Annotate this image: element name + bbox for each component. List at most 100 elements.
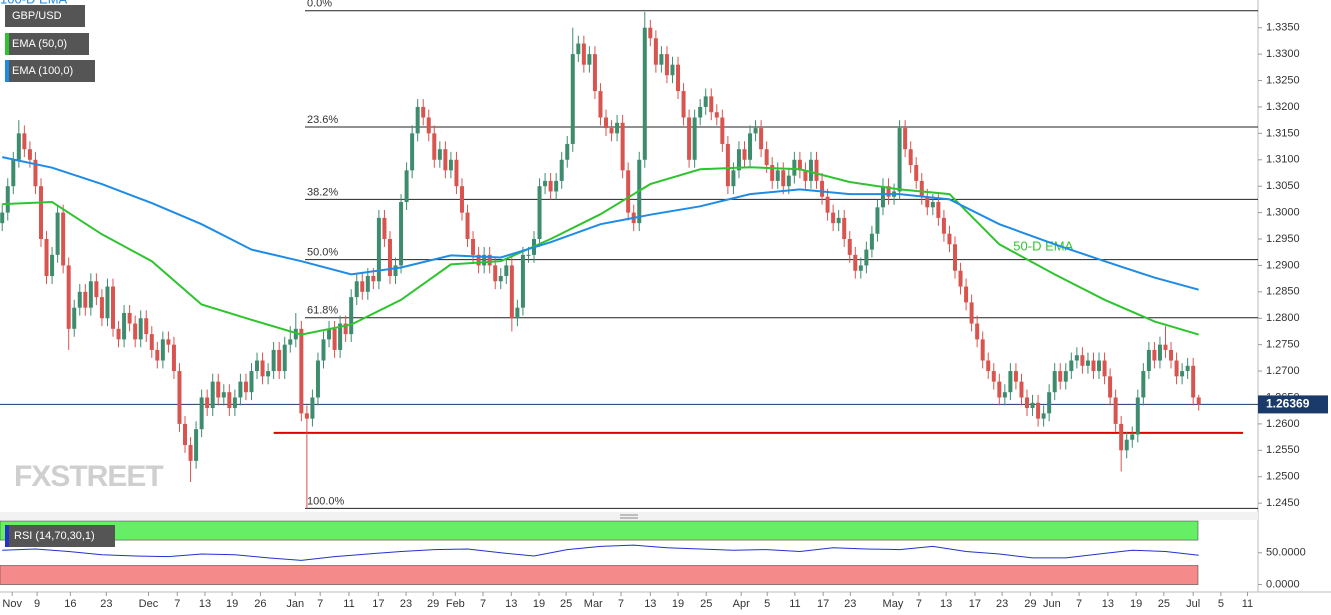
candle-body [1196,397,1201,405]
candle-body [1019,381,1024,398]
candle-body [33,159,38,187]
x-tick-label: 16 [64,598,76,610]
x-tick-label: 25 [700,598,712,610]
candle-body [936,202,941,218]
candle-body [725,143,730,187]
rsi-band [0,520,1199,541]
candle-body [986,360,991,372]
candle-body [714,112,719,118]
candle-body [709,96,714,113]
legend-swatch [5,33,9,55]
candle-body [343,323,348,335]
candle-body [919,180,924,197]
candle-body [260,360,265,377]
candle-body [797,159,802,171]
candle-body [183,423,188,446]
x-tick-label: 7 [1076,598,1082,610]
x-tick-label: 23 [100,598,112,610]
x-tick-label: 5 [1218,598,1224,610]
candle-body [304,413,309,419]
legend-label: EMA (50,0) [12,38,67,50]
candle-body [415,106,420,134]
candle-body [925,196,930,208]
candle-body [997,381,1002,398]
x-tick-label: 23 [844,598,856,610]
candle-body [869,233,874,250]
candle-body [626,170,631,213]
candle-body [509,265,514,319]
y-tick-label: 1.3200 [1266,101,1300,113]
y-tick-label: 1.3050 [1266,180,1300,192]
legend-label: EMA (100,0) [12,65,73,77]
candle-body [138,318,143,340]
candle-body [748,133,753,160]
candle-body [1097,360,1102,372]
candle-body [648,27,653,39]
candle-body [50,254,55,276]
candle-body [376,217,381,282]
y-tick-label: 1.2800 [1266,312,1300,324]
candle-body [1058,371,1063,382]
candle-body [199,397,204,430]
candle-body [360,281,365,292]
x-tick-label: 5 [764,598,770,610]
candle-body [886,186,891,197]
y-tick-label: 0.0000 [1266,578,1300,590]
x-tick-label: 11 [789,598,800,610]
candle-body [227,392,232,409]
candle-body [321,339,326,361]
candle-body [11,159,16,187]
x-tick-label: 17 [372,598,384,610]
candle-body [731,170,736,187]
candle-body [371,275,376,282]
candle-body [471,239,476,255]
candle-body [1174,360,1179,377]
candle-body [426,117,431,134]
candle-body [764,149,769,166]
y-tick-label: 1.3300 [1266,48,1300,60]
candle-body [410,133,415,171]
x-tick-label: 26 [254,598,266,610]
candle-body [127,312,132,324]
rsi-band [0,565,1199,585]
candle-body [243,381,248,393]
candle-body [875,207,880,234]
candle-body [1052,371,1057,393]
candle-body [404,170,409,203]
candle-body [94,281,99,298]
candle-body [803,170,808,181]
y-tick-label: 1.3100 [1266,154,1300,166]
candle-body [122,312,127,340]
candle-body [332,328,337,350]
candle-body [1141,371,1146,398]
x-tick-label: 19 [226,598,238,610]
candle-body [880,186,885,208]
legend-box [5,60,95,82]
candle-body [847,239,852,255]
candle-body [526,254,531,256]
candle-body [914,165,919,181]
candle-body [604,117,609,129]
x-tick-label: Apr [733,598,750,610]
candle-body [238,381,243,398]
fib-label: 100.0% [307,495,345,507]
fib-label: 38.2% [307,186,338,198]
candle-body [421,106,426,118]
candle-body [930,202,935,208]
y-tick-label: 1.3350 [1266,22,1300,34]
candle-body [1169,349,1174,361]
x-tick-label: 7 [618,598,624,610]
ema-annotation: 50-D EMA [1013,239,1073,254]
candle-body [792,159,797,176]
watermark: FXSTREET [14,460,163,493]
candle-body [698,106,703,118]
candle-body [759,128,764,150]
candle-body [271,349,276,372]
candle-body [642,27,647,160]
x-tick-label: 19 [533,598,545,610]
x-tick-label: 7 [174,598,180,610]
candle-body [443,149,448,171]
candle-body [941,217,946,234]
candle-body [493,265,498,282]
